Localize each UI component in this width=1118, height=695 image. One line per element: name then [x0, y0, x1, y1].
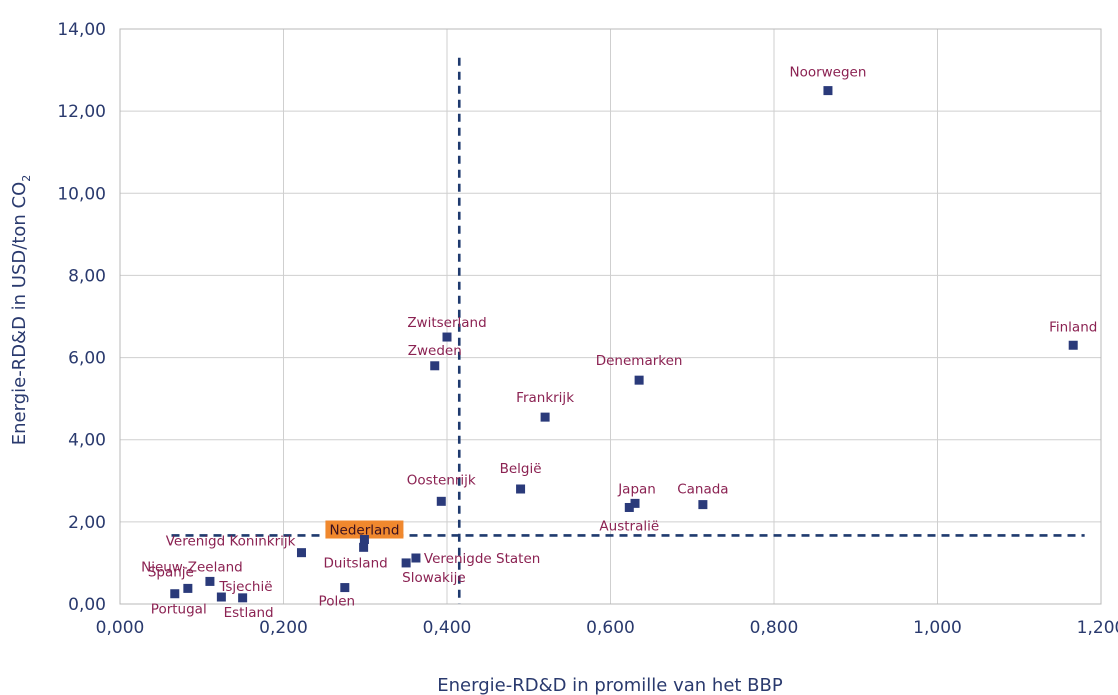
point-zweden: Zweden	[408, 343, 462, 371]
point-finland: Finland	[1049, 319, 1097, 350]
point-marker	[823, 86, 833, 96]
point-marker	[516, 484, 526, 494]
point-marker	[238, 593, 248, 603]
point-label: Nederland	[329, 523, 399, 539]
point-portugal: Portugal	[151, 589, 207, 618]
point-label: Japan	[617, 481, 656, 497]
data-points: Noorwegen Finland Zwitserland Zweden Denemar…	[141, 65, 1097, 621]
point-marker	[205, 576, 215, 586]
point-marker	[359, 542, 369, 552]
point-label: Nieuw-Zeeland	[141, 559, 243, 575]
point-noorwegen: Noorwegen	[789, 65, 866, 96]
y-tick-label: 6,00	[68, 349, 106, 369]
point-marker	[630, 498, 640, 508]
point-label: Tsjechië	[218, 579, 272, 595]
point-estland: Estland	[224, 593, 274, 621]
point-marker	[436, 496, 446, 506]
point-marker	[624, 502, 634, 512]
x-tick-label: 1,200	[1077, 618, 1118, 638]
point-zwitserland: Zwitserland	[407, 315, 487, 342]
y-axis-label-main: Energie-RD&D in USD/ton CO	[9, 182, 30, 446]
point-label: Oostenrijk	[407, 472, 476, 488]
point-label: Australië	[599, 518, 659, 534]
x-tick-label: 1,000	[913, 618, 962, 638]
point-label: Duitsland	[324, 555, 388, 571]
y-tick-label: 0,00	[68, 595, 106, 615]
y-axis-label-subscript: 2	[20, 175, 33, 182]
point-marker	[634, 375, 644, 385]
x-tick-label: 0,800	[750, 618, 799, 638]
plot-frame	[119, 28, 1102, 605]
y-axis-label: Energie-RD&D in USD/ton CO2	[9, 175, 33, 446]
point-marker	[698, 500, 708, 510]
point-marker	[216, 592, 226, 602]
x-tick-label: 0,400	[423, 618, 472, 638]
point-label: Estland	[224, 605, 274, 621]
y-tick-label: 14,00	[57, 20, 106, 40]
axis-ticks: 0,000 0,200 0,400 0,600 0,800 1,000 1,200 0,00 2…	[57, 20, 1118, 638]
point-nederland: Nederland	[325, 520, 404, 545]
point-marker	[540, 412, 550, 422]
point-marker	[170, 589, 180, 599]
point-tsjechie: Tsjechië	[216, 579, 273, 602]
y-tick-label: 8,00	[68, 266, 106, 286]
point-verenigd-koninkrijk: Verenigd Koninkrijk	[166, 534, 306, 558]
x-tick-label: 0,600	[586, 618, 635, 638]
y-tick-label: 10,00	[57, 184, 106, 204]
point-nieuw-zeeland: Nieuw-Zeeland	[141, 559, 243, 586]
point-marker	[340, 583, 350, 593]
point-label: Verenigde Staten	[424, 551, 540, 567]
y-tick-label: 2,00	[68, 513, 106, 533]
y-tick-label: 4,00	[68, 431, 106, 451]
point-oostenrijk: Oostenrijk	[407, 472, 476, 506]
point-label: Slowakije	[402, 570, 466, 586]
grid	[119, 28, 1102, 605]
point-marker	[359, 535, 369, 545]
point-slowakije: Slowakije	[401, 558, 466, 586]
point-marker	[1068, 340, 1078, 350]
point-verenigde-staten: Verenigde Staten	[411, 551, 540, 567]
point-label: België	[500, 461, 542, 477]
point-marker	[411, 553, 421, 563]
point-label: Spanje	[148, 564, 194, 580]
x-tick-label: 0,200	[259, 618, 308, 638]
point-label: Noorwegen	[789, 65, 866, 81]
point-japan: Japan	[617, 481, 656, 508]
reference-lines	[171, 57, 1085, 604]
y-tick-label: 12,00	[57, 102, 106, 122]
point-marker	[183, 583, 193, 593]
point-frankrijk: Frankrijk	[516, 390, 574, 422]
point-label: Verenigd Koninkrijk	[166, 534, 296, 550]
point-marker	[442, 332, 452, 342]
point-australie: Australië	[599, 502, 659, 534]
point-marker	[296, 548, 306, 558]
point-label: Frankrijk	[516, 390, 574, 406]
point-label: Zweden	[408, 343, 462, 359]
point-label: Portugal	[151, 602, 207, 618]
point-label: Denemarken	[596, 353, 683, 369]
point-spanje: Spanje	[148, 564, 194, 593]
x-tick-label: 0,000	[96, 618, 145, 638]
point-canada: Canada	[677, 482, 729, 510]
point-polen: Polen	[319, 583, 356, 610]
point-duitsland: Duitsland	[324, 542, 388, 571]
point-denemarken: Denemarken	[596, 353, 683, 385]
highlight-box	[325, 520, 404, 539]
point-belgie: België	[500, 461, 542, 494]
point-marker	[430, 361, 440, 371]
x-axis-label: Energie-RD&D in promille van het BBP	[437, 675, 783, 695]
point-label: Zwitserland	[407, 315, 486, 331]
point-label: Canada	[677, 482, 728, 498]
point-marker	[401, 558, 411, 568]
point-label: Finland	[1049, 319, 1097, 335]
point-label: Polen	[319, 594, 356, 610]
